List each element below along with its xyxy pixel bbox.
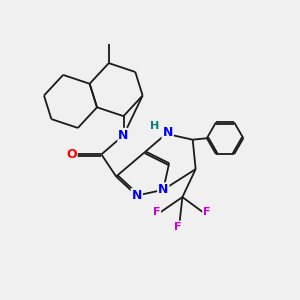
Text: F: F [174, 222, 182, 232]
Text: O: O [66, 148, 77, 161]
Text: H: H [150, 122, 159, 131]
Text: N: N [163, 126, 173, 139]
Text: N: N [158, 183, 168, 196]
Text: F: F [153, 207, 160, 217]
Text: N: N [118, 129, 129, 142]
Text: F: F [203, 207, 211, 217]
Text: N: N [132, 189, 142, 202]
